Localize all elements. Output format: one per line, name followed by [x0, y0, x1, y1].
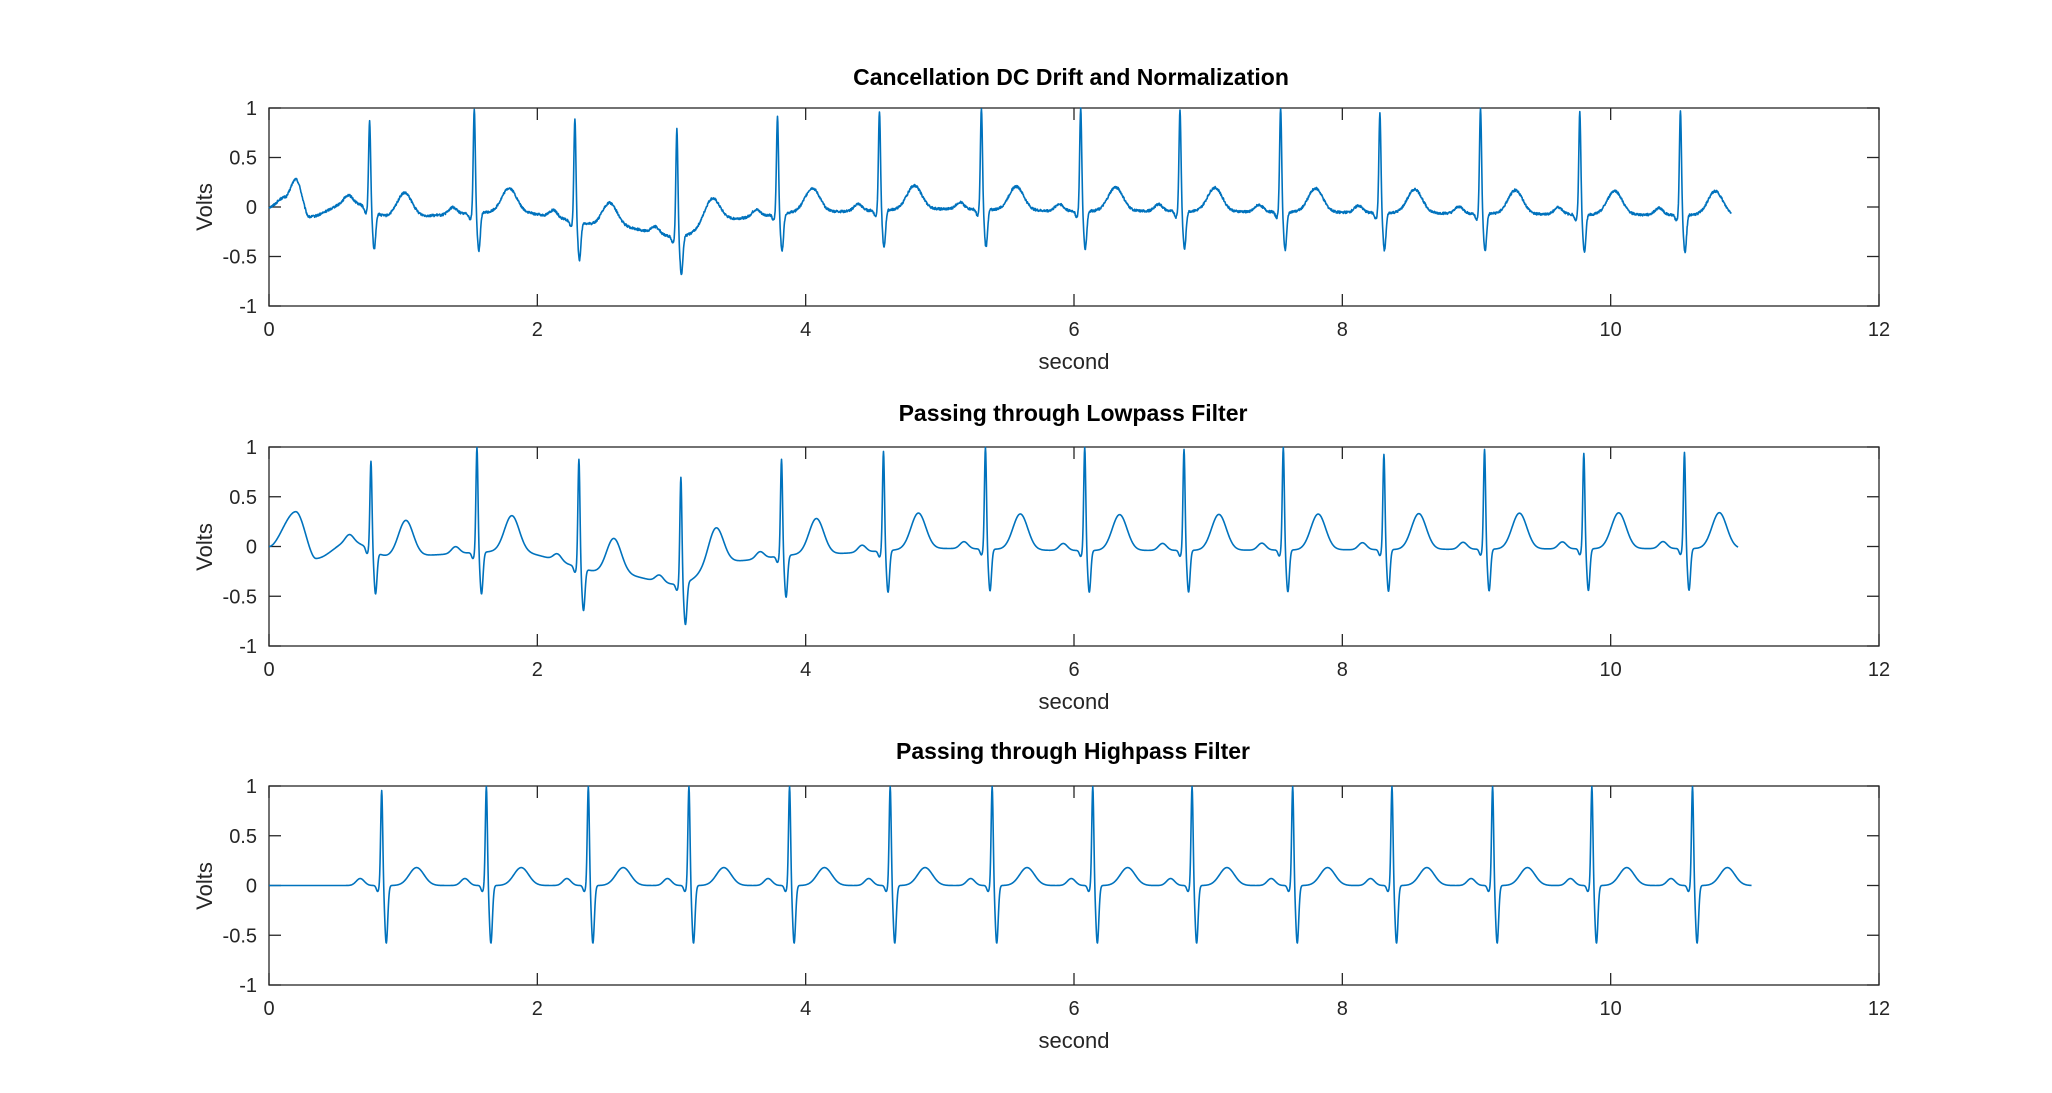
y-tick-label-1-4: -1 — [239, 296, 257, 318]
x-tick-label-1-6: 12 — [1868, 319, 1890, 341]
subplot-3-axes — [268, 785, 1880, 986]
subplot-2-title: Passing through Lowpass Filter — [899, 400, 1248, 426]
subplot-1-trace — [268, 107, 1732, 276]
x-tick-label-2-5: 10 — [1600, 659, 1622, 681]
x-tick-label-1-0: 0 — [263, 319, 274, 341]
y-tick-label-3-1: 0.5 — [229, 826, 257, 848]
x-tick-label-3-0: 0 — [263, 998, 274, 1020]
subplot-2-ylabel: Volts — [192, 523, 217, 571]
subplot-2-x-ticks: 0 2 4 6 8 10 12 — [263, 447, 1890, 681]
y-tick-label-3-4: -1 — [239, 975, 257, 997]
subplot-1-x-ticks: 0 2 4 6 8 10 12 — [263, 108, 1890, 341]
y-tick-label-2-4: -1 — [239, 636, 257, 658]
x-tick-label-3-3: 6 — [1068, 998, 1079, 1020]
subplot-1-xlabel: second — [1039, 349, 1110, 374]
subplot-2: Passing through Lowpass Filter 0 2 4 6 8 10 12… — [192, 400, 1890, 714]
subplot-3-trace — [268, 785, 1753, 944]
subplot-2-y-ticks: 1 0.5 0 -0.5 -1 — [223, 437, 1879, 658]
subplot-1-y-ticks: 1 0.5 0 -0.5 -1 — [223, 98, 1879, 318]
y-tick-label-2-0: 1 — [246, 437, 257, 459]
x-tick-label-2-0: 0 — [263, 659, 274, 681]
x-tick-label-2-1: 2 — [532, 659, 543, 681]
x-tick-label-1-1: 2 — [532, 319, 543, 341]
subplot-3-xlabel: second — [1039, 1028, 1110, 1053]
x-tick-label-1-4: 8 — [1337, 319, 1348, 341]
subplot-1: Cancellation DC Drift and Normalization … — [192, 64, 1890, 374]
x-tick-label-3-6: 12 — [1868, 998, 1890, 1020]
x-tick-label-1-3: 6 — [1068, 319, 1079, 341]
subplot-3: Passing through Highpass Filter 0 2 4 6 8 10 1… — [192, 738, 1890, 1053]
x-tick-label-3-4: 8 — [1337, 998, 1348, 1020]
y-tick-label-2-1: 0.5 — [229, 487, 257, 509]
subplot-3-title: Passing through Highpass Filter — [896, 738, 1250, 764]
x-tick-label-2-2: 4 — [800, 659, 811, 681]
subplot-3-ylabel: Volts — [192, 862, 217, 910]
subplot-2-trace — [268, 446, 1739, 626]
subplot-1-axes — [268, 107, 1880, 307]
x-tick-label-1-2: 4 — [800, 319, 811, 341]
x-tick-label-2-6: 12 — [1868, 659, 1890, 681]
subplot-1-ylabel: Volts — [192, 183, 217, 231]
y-tick-label-1-1: 0.5 — [229, 148, 257, 170]
y-tick-label-3-2: 0 — [246, 876, 257, 898]
y-tick-label-2-3: -0.5 — [223, 586, 257, 608]
y-tick-label-1-2: 0 — [246, 197, 257, 219]
x-tick-label-3-5: 10 — [1600, 998, 1622, 1020]
x-tick-label-3-2: 4 — [800, 998, 811, 1020]
y-tick-label-3-0: 1 — [246, 776, 257, 798]
y-tick-label-3-3: -0.5 — [223, 925, 257, 947]
x-tick-label-3-1: 2 — [532, 998, 543, 1020]
y-tick-label-1-3: -0.5 — [223, 247, 257, 269]
y-tick-label-1-0: 1 — [246, 98, 257, 120]
y-tick-label-2-2: 0 — [246, 537, 257, 559]
x-tick-label-1-5: 10 — [1600, 319, 1622, 341]
x-tick-label-2-3: 6 — [1068, 659, 1079, 681]
x-tick-label-2-4: 8 — [1337, 659, 1348, 681]
subplot-3-y-ticks: 1 0.5 0 -0.5 -1 — [223, 776, 1879, 997]
subplot-2-xlabel: second — [1039, 689, 1110, 714]
subplot-3-x-ticks: 0 2 4 6 8 10 12 — [263, 786, 1890, 1020]
subplot-1-title: Cancellation DC Drift and Normalization — [853, 64, 1289, 90]
